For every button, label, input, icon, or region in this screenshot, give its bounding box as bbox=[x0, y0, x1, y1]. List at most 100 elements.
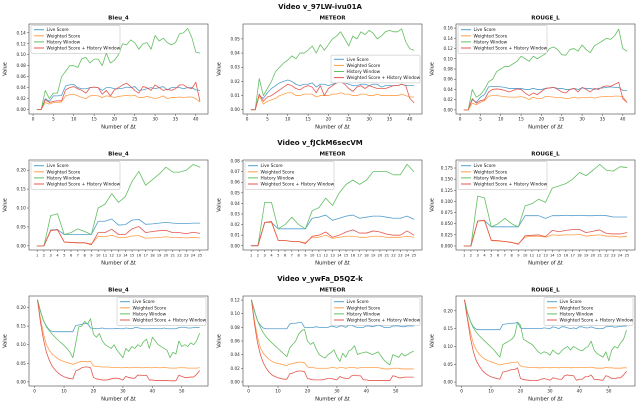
legend-label: History Window bbox=[346, 69, 380, 75]
subplot-title: ROUGE_L bbox=[531, 288, 560, 294]
legend-label: Weighted Score bbox=[260, 169, 294, 175]
series-line-weighted bbox=[463, 95, 628, 111]
x-tick-label: 25 bbox=[625, 254, 630, 258]
x-tick-label: 30 bbox=[334, 389, 340, 394]
subplot-bleu4-row3: Bleu_4 0.00 0.05 0.10 0.15 0.20 0 10 20 30 40 50 Num… bbox=[3, 288, 209, 403]
y-axis-label: Value bbox=[430, 334, 436, 348]
y-tick-label: 0.150 bbox=[441, 177, 453, 182]
x-tick-label: 9 bbox=[517, 254, 520, 258]
y-tick-label: 0.00 bbox=[230, 107, 240, 112]
series-line-history bbox=[36, 164, 201, 247]
y-tick-label: 0.06 bbox=[230, 339, 240, 344]
x-axis-label: Number of Δt bbox=[528, 397, 563, 403]
x-tick-label: 18 bbox=[150, 254, 155, 258]
x-tick-label: 21 bbox=[597, 254, 602, 258]
x-tick-label: 17 bbox=[357, 254, 362, 258]
figure-row-1: Video v_97LW-ivu01A Bleu_4 0.00 0.02 0.04 0.… bbox=[0, 2, 640, 138]
x-tick-label: 6 bbox=[497, 254, 500, 258]
y-tick-label: 0.05 bbox=[16, 361, 26, 366]
legend-label: Weighted Score + History Window bbox=[474, 46, 548, 52]
series-line-history bbox=[463, 164, 628, 247]
x-tick-label: 5 bbox=[52, 117, 55, 122]
x-tick-label: 19 bbox=[584, 254, 589, 258]
x-tick-label: 40 bbox=[193, 117, 199, 122]
x-tick-label: 35 bbox=[173, 117, 179, 122]
y-tick-label: 0.10 bbox=[443, 344, 453, 349]
x-tick-label: 1 bbox=[249, 254, 251, 258]
legend-label: Weighted Score + History Window bbox=[47, 182, 121, 188]
x-tick-label: 7 bbox=[77, 254, 79, 258]
x-axis-label: Number of Δt bbox=[315, 397, 350, 403]
y-tick-label: 0.12 bbox=[443, 46, 453, 51]
series-line-weighted-history bbox=[250, 299, 414, 381]
legend-label: Live Score bbox=[47, 27, 70, 33]
y-tick-label: 0.00 bbox=[443, 380, 453, 385]
x-tick-label: 14 bbox=[336, 254, 341, 258]
legend-label: History Window bbox=[560, 311, 594, 317]
x-axis-label: Number of Δt bbox=[315, 125, 350, 131]
series-line-weighted bbox=[36, 93, 201, 111]
figure-row-3: Video v_ywFa_D5QZ-k Bleu_4 0.00 0.05 0.10 0.… bbox=[0, 274, 640, 410]
x-tick-label: 10 bbox=[309, 254, 314, 258]
x-tick-label: 22 bbox=[391, 254, 396, 258]
y-tick-label: 0.02 bbox=[230, 222, 240, 227]
series-line-history bbox=[250, 163, 414, 247]
series-line-live bbox=[463, 214, 628, 247]
x-tick-label: 1 bbox=[36, 254, 38, 258]
x-tick-label: 9 bbox=[304, 254, 307, 258]
x-tick-label: 30 bbox=[547, 389, 553, 394]
y-tick-label: 0.05 bbox=[16, 224, 26, 229]
x-tick-label: 22 bbox=[604, 254, 609, 258]
y-tick-label: 0.05 bbox=[230, 36, 240, 41]
x-tick-label: 5 bbox=[266, 117, 269, 122]
y-tick-label: 0.06 bbox=[443, 77, 453, 82]
x-tick-label: 20 bbox=[304, 389, 310, 394]
x-tick-label: 25 bbox=[198, 254, 203, 258]
x-tick-label: 0 bbox=[245, 117, 248, 122]
series-line-live bbox=[37, 299, 200, 333]
x-tick-label: 10 bbox=[488, 389, 494, 394]
x-tick-label: 22 bbox=[177, 254, 182, 258]
x-tick-label: 15 bbox=[130, 254, 135, 258]
y-tick-label: 0.16 bbox=[443, 26, 453, 31]
y-axis-label: Value bbox=[216, 198, 222, 212]
x-tick-label: 14 bbox=[550, 254, 555, 258]
y-tick-label: 0.175 bbox=[441, 166, 453, 171]
x-tick-label: 35 bbox=[386, 117, 392, 122]
x-tick-label: 23 bbox=[611, 254, 616, 258]
x-axis-label: Number of Δt bbox=[101, 261, 136, 267]
x-tick-label: 13 bbox=[543, 254, 548, 258]
y-tick-label: 0.05 bbox=[230, 190, 240, 195]
legend-label: Weighted Score + History Window bbox=[346, 75, 420, 81]
x-tick-label: 11 bbox=[530, 254, 535, 258]
y-axis-label: Value bbox=[3, 198, 9, 212]
y-tick-label: 0.00 bbox=[16, 107, 26, 112]
series-line-history bbox=[463, 28, 628, 111]
x-tick-label: 25 bbox=[559, 117, 565, 122]
y-tick-label: 0.20 bbox=[443, 308, 453, 313]
series-line-weighted-history bbox=[463, 81, 628, 111]
series-line-weighted-history bbox=[250, 221, 414, 247]
x-tick-label: 40 bbox=[363, 389, 369, 394]
legend-label: History Window bbox=[346, 311, 380, 317]
y-tick-label: 0.06 bbox=[230, 180, 240, 185]
x-tick-label: 25 bbox=[346, 117, 352, 122]
y-tick-label: 0.01 bbox=[230, 233, 240, 238]
legend-label: Weighted Score bbox=[474, 33, 508, 39]
y-tick-label: 0.04 bbox=[230, 352, 240, 357]
legend-label: Weighted Score + History Window bbox=[260, 182, 334, 188]
chart-row: Bleu_4 0.00 0.05 0.10 0.15 0.20 1 2 3 4 5 6 7 8 9 10 11 1… bbox=[0, 148, 640, 274]
subplot-title: Bleu_4 bbox=[108, 288, 129, 294]
x-tick-label: 24 bbox=[618, 254, 623, 258]
x-tick-label: 15 bbox=[518, 117, 524, 122]
x-tick-label: 20 bbox=[591, 254, 596, 258]
x-tick-label: 16 bbox=[564, 254, 569, 258]
legend-label: Weighted Score + History Window bbox=[133, 318, 207, 324]
subplot-bleu4-row2: Bleu_40.000.050.100.150.201 2 3 4 5 6 7 8 9 10 11 1… bbox=[3, 152, 209, 267]
x-tick-label: 18 bbox=[364, 254, 369, 258]
x-tick-label: 12 bbox=[323, 254, 328, 258]
x-tick-label: 2 bbox=[470, 254, 472, 258]
x-tick-label: 1 bbox=[463, 254, 465, 258]
